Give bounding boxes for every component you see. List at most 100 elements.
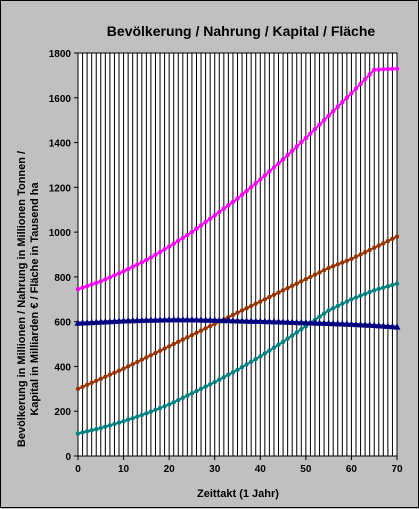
series-1-marker xyxy=(80,285,85,290)
series-4-marker xyxy=(306,318,314,326)
series-2-marker xyxy=(299,279,304,284)
series-4-marker xyxy=(202,316,210,323)
series-2-marker xyxy=(144,355,149,360)
series-1-marker xyxy=(148,255,154,260)
series-1-marker xyxy=(189,229,195,235)
series-3-marker xyxy=(176,397,181,403)
series-2-marker xyxy=(285,285,290,291)
y-tick-label: 600 xyxy=(54,318,71,329)
series-3-marker xyxy=(139,412,144,418)
series-2-marker xyxy=(349,256,354,262)
series-1-marker xyxy=(335,104,340,109)
series-3-marker xyxy=(180,395,186,400)
series-4-marker xyxy=(124,316,132,324)
series-2-marker xyxy=(125,364,131,369)
series-4-marker xyxy=(261,317,269,325)
series-4-marker xyxy=(357,320,365,328)
series-3-marker xyxy=(317,314,322,319)
series-1-marker xyxy=(381,67,386,72)
series-3-marker xyxy=(280,339,286,345)
series-1-marker xyxy=(285,152,290,158)
series-4-marker xyxy=(179,315,187,323)
series-3-marker xyxy=(185,393,190,398)
series-4-marker xyxy=(320,319,328,326)
series-1-marker xyxy=(258,177,263,182)
series-4-marker xyxy=(165,315,173,323)
series-3-marker xyxy=(194,388,199,394)
series-3-marker xyxy=(294,330,299,335)
series-2-marker xyxy=(253,301,258,306)
series-4-marker xyxy=(325,319,333,327)
series-3-marker xyxy=(98,425,103,431)
series-3-marker xyxy=(394,281,400,286)
series-1-marker xyxy=(212,213,217,218)
series-1-marker xyxy=(253,181,258,186)
series-1-marker xyxy=(317,122,322,127)
series-3-marker xyxy=(107,423,113,428)
series-2-marker xyxy=(262,297,268,302)
series-3-marker xyxy=(130,415,135,421)
series-3-marker xyxy=(198,386,204,392)
series-4-marker xyxy=(211,316,219,323)
series-3-marker xyxy=(148,409,154,414)
y-axis-label-line1: Bevölkerung in Millionen / Nahrung in Mi… xyxy=(16,151,28,447)
series-2-marker xyxy=(235,310,240,315)
series-4-marker xyxy=(229,316,237,324)
series-2-marker xyxy=(353,254,359,259)
series-4-marker xyxy=(302,318,310,326)
series-1-marker xyxy=(289,148,295,154)
series-1-marker xyxy=(372,67,377,72)
series-3-marker xyxy=(157,405,163,411)
series-2-marker xyxy=(367,247,372,253)
series-1-marker xyxy=(112,273,117,278)
series-3-marker xyxy=(253,356,258,362)
series-2-marker xyxy=(289,283,295,289)
series-4-marker xyxy=(129,316,137,324)
series-1-marker xyxy=(349,91,354,96)
series-2-marker xyxy=(75,386,81,392)
y-axis-label-line2: Kapital in Milliarden € / Fläche in Taus… xyxy=(29,181,41,415)
series-3-marker xyxy=(358,293,363,298)
series-1-marker xyxy=(294,144,299,149)
series-1-marker xyxy=(326,113,331,118)
series-3-marker xyxy=(207,382,213,387)
series-1-marker xyxy=(394,66,400,71)
x-tick-label: 10 xyxy=(118,464,130,475)
series-3-marker xyxy=(299,327,304,332)
series-3-marker xyxy=(353,295,359,300)
series-2-marker xyxy=(340,260,345,265)
series-2-marker xyxy=(171,341,176,347)
series-3-marker xyxy=(171,400,176,405)
series-4-marker xyxy=(329,319,337,327)
series-1-marker xyxy=(162,247,167,252)
series-4-marker xyxy=(115,317,123,324)
series-4-marker xyxy=(97,318,105,325)
series-3-marker xyxy=(385,284,391,289)
series-2-marker xyxy=(230,312,236,318)
series-4-marker xyxy=(151,316,159,323)
series-1-marker xyxy=(385,66,391,72)
series-3-marker xyxy=(116,420,122,425)
series-1-marker xyxy=(248,184,254,190)
series-4-marker xyxy=(247,317,255,324)
series-1-marker xyxy=(135,262,140,267)
y-tick-label: 200 xyxy=(54,407,71,418)
series-2-marker xyxy=(394,234,400,239)
series-4-marker xyxy=(156,316,164,323)
series-1-marker xyxy=(194,226,199,231)
series-2-marker xyxy=(331,263,336,269)
series-1-marker xyxy=(244,188,249,194)
series-2-marker xyxy=(94,378,99,383)
series-3-marker xyxy=(276,342,281,347)
series-3-marker xyxy=(349,297,354,302)
series-4-marker xyxy=(110,317,118,324)
series-2-marker xyxy=(121,366,126,371)
series-2-marker xyxy=(80,384,85,390)
series-2-marker xyxy=(258,299,263,304)
series-3-marker xyxy=(235,367,240,373)
series-3-marker xyxy=(84,429,90,434)
series-3-marker xyxy=(80,430,85,435)
series-1-marker xyxy=(94,280,99,286)
series-1-marker xyxy=(262,173,268,178)
series-2-marker xyxy=(381,241,386,246)
